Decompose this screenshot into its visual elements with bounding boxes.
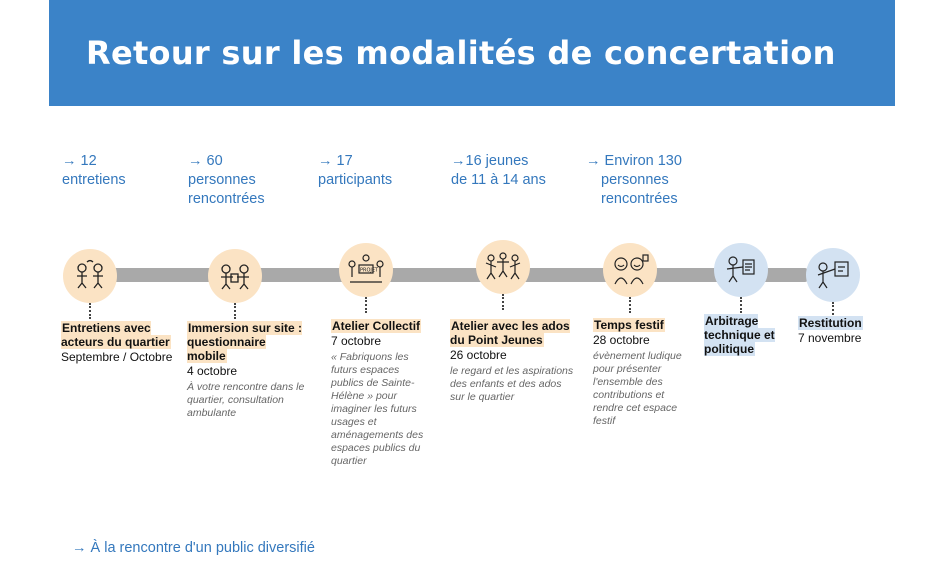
step-title: Temps festif — [593, 318, 665, 332]
stat-line: → 12 — [62, 153, 97, 169]
connector-dots — [629, 297, 631, 313]
step-date: 28 octobre — [593, 333, 650, 347]
stat-line: →16 jeunes — [451, 153, 529, 169]
step-restitution: Restitution 7 novembre — [798, 316, 878, 345]
connector-dots — [832, 302, 834, 318]
stat-line: rencontrées — [601, 191, 678, 207]
stat-line: rencontrées — [188, 191, 265, 207]
conversation-icon — [63, 249, 117, 303]
stat-line: → Environ 130 — [586, 153, 682, 169]
stat-entretiens: → 12 entretiens — [62, 152, 126, 190]
stat-line: personnes — [601, 172, 669, 188]
step-entretiens: Entretiens avec acteurs du quartier Sept… — [61, 321, 181, 364]
step-atelier-ados: Atelier avec les ados du Point Jeunes 26… — [450, 319, 575, 404]
stat-line: → 17 — [318, 153, 353, 169]
stat-environ: → Environ 130 personnes rencontrées — [586, 152, 682, 209]
step-title: Restitution — [798, 316, 863, 330]
step-date: 26 octobre — [450, 348, 507, 362]
step-title: Atelier avec les ados du Point Jeunes — [450, 319, 570, 347]
stat-line: → 60 — [188, 153, 223, 169]
stat-line: de 11 à 14 ans — [451, 172, 546, 188]
connector-dots — [502, 294, 504, 310]
step-description: À votre rencontre dans le quartier, cons… — [187, 381, 305, 419]
connector-dots — [740, 297, 742, 313]
title-banner: Retour sur les modalités de concertation — [49, 0, 895, 106]
stat-jeunes: →16 jeunes de 11 à 14 ans — [451, 152, 546, 190]
step-date: Septembre / Octobre — [61, 350, 173, 364]
footer-note: → À la rencontre d'un public diversifié — [72, 540, 315, 556]
step-date: 7 novembre — [798, 331, 862, 345]
stat-participants: → 17 participants — [318, 152, 392, 190]
step-description: « Fabriquons les futurs espaces publics … — [331, 351, 424, 467]
stat-line: entretiens — [62, 172, 126, 188]
step-title: Atelier Collectif — [331, 319, 422, 333]
step-title: Entretiens avec acteurs du quartier — [61, 321, 171, 349]
step-date: 7 octobre — [331, 334, 382, 348]
festive-icon — [603, 243, 657, 297]
page-title: Retour sur les modalités de concertation — [86, 34, 836, 72]
youth-group-icon — [476, 240, 530, 294]
step-description: le regard et les aspirations des enfants… — [450, 365, 574, 403]
svg-text:PROJET: PROJET — [360, 268, 379, 274]
step-date: 4 octobre — [187, 364, 238, 378]
step-description: évènement ludique pour présenter l'ensem… — [593, 350, 682, 427]
step-immersion: Immersion sur site : questionnaire mobil… — [187, 321, 307, 420]
step-title: Arbitrage technique et politique — [704, 314, 775, 356]
stat-line: participants — [318, 172, 393, 188]
connector-dots — [89, 303, 91, 319]
step-title: Immersion sur site : questionnaire mobil… — [187, 321, 303, 363]
step-arbitrage: Arbitrage technique et politique — [704, 314, 789, 356]
workshop-icon: PROJET — [339, 243, 393, 297]
connector-dots — [365, 297, 367, 313]
stat-personnes: → 60 personnes rencontrées — [188, 152, 265, 209]
stat-line: personnes — [188, 172, 256, 188]
arbitration-icon — [714, 243, 768, 297]
presentation-icon — [806, 248, 860, 302]
interview-icon — [208, 249, 262, 303]
timeline-bar — [78, 268, 808, 282]
step-temps-festif: Temps festif 28 octobre évènement ludiqu… — [593, 318, 693, 428]
connector-dots — [234, 303, 236, 319]
step-atelier-collectif: Atelier Collectif 7 octobre « Fabriquons… — [331, 319, 431, 468]
